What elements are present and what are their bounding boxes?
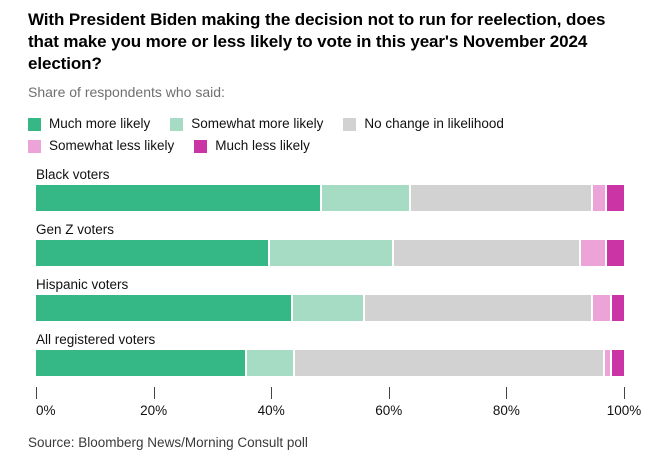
bar-segment-somewhat-less-likely (593, 185, 605, 211)
legend-swatch-much-more-likely (28, 117, 41, 131)
axis-tick-40: 40% (258, 387, 298, 420)
legend-swatch-somewhat-less-likely (28, 139, 41, 153)
legend-item-much-less-likely: Much less likely (194, 138, 310, 154)
legend-item-no-change-in-likelihood: No change in likelihood (343, 116, 504, 132)
stacked-bar-chart: Black voters Gen Z voters Hispanic voters A… (36, 167, 624, 376)
bar-segment-no-change-in-likelihood (295, 350, 603, 376)
source-note: Source: Bloomberg News/Morning Consult p… (28, 435, 308, 450)
bar-segment-much-less-likely (606, 185, 624, 211)
stacked-bar (36, 185, 624, 211)
legend-item-somewhat-less-likely: Somewhat less likely (28, 138, 174, 154)
chart-card: With President Biden making the decision… (28, 10, 641, 450)
legend: Much more likely Somewhat more likely No c… (28, 116, 603, 154)
bar-segment-somewhat-less-likely (604, 350, 611, 376)
chart-row-hispanic-voters: Hispanic voters (36, 277, 624, 321)
bar-segment-much-more-likely (36, 295, 292, 321)
axis-tick-60: 60% (375, 387, 416, 420)
tick-mark (506, 387, 508, 399)
row-label: Black voters (36, 167, 110, 182)
tick-mark (624, 387, 625, 399)
legend-swatch-much-less-likely (194, 139, 208, 153)
axis-tick-100: 100% (607, 387, 654, 420)
legend-label: No change in likelihood (364, 116, 504, 131)
tick-label: 0% (36, 403, 56, 418)
legend-label: Much more likely (49, 116, 151, 131)
tick-label: 60% (375, 403, 403, 418)
chart-title: With President Biden making the decision… (28, 10, 606, 73)
bar-segment-somewhat-more-likely (293, 295, 363, 321)
legend-label: Much less likely (215, 138, 310, 153)
bar-segment-much-less-likely (606, 240, 624, 266)
legend-label: Somewhat less likely (49, 138, 175, 153)
bar-segment-much-more-likely (36, 185, 321, 211)
axis-tick-0: 0% (36, 387, 56, 420)
bar-segment-somewhat-more-likely (270, 240, 392, 266)
legend-item-much-more-likely: Much more likely (28, 116, 150, 132)
legend-label: Somewhat more likely (191, 116, 324, 131)
bar-segment-no-change-in-likelihood (411, 185, 591, 211)
chart-row-gen-z-voters: Gen Z voters (36, 222, 624, 266)
tick-label: 80% (492, 403, 520, 418)
stacked-bar (36, 240, 624, 266)
tick-label: 40% (257, 403, 285, 418)
tick-label: 100% (606, 403, 642, 418)
tick-mark (271, 387, 273, 399)
bar-segment-somewhat-less-likely (593, 295, 611, 321)
chart-row-all-registered-voters: All registered voters (36, 332, 624, 376)
row-label: Gen Z voters (36, 222, 115, 237)
row-label: Hispanic voters (36, 277, 129, 292)
bar-segment-somewhat-less-likely (581, 240, 605, 266)
bar-segment-somewhat-more-likely (246, 350, 294, 376)
chart-row-black-voters: Black voters (36, 167, 624, 211)
tick-mark (36, 387, 37, 399)
legend-swatch-no-change-in-likelihood (343, 117, 357, 131)
x-axis: 0% 20% 40% 60% 80% 100% (36, 387, 641, 420)
bar-segment-no-change-in-likelihood (393, 240, 580, 266)
row-label: All registered voters (36, 332, 156, 347)
stacked-bar (36, 350, 624, 376)
tick-label: 20% (140, 403, 168, 418)
legend-item-somewhat-more-likely: Somewhat more likely (170, 116, 323, 132)
tick-mark (388, 387, 390, 399)
bar-segment-much-more-likely (36, 350, 245, 376)
axis-tick-80: 80% (493, 387, 533, 420)
tick-mark (153, 387, 155, 399)
bar-segment-much-less-likely (612, 295, 624, 321)
bar-segment-much-more-likely (36, 240, 268, 266)
bar-segment-somewhat-more-likely (322, 185, 410, 211)
legend-swatch-somewhat-more-likely (170, 117, 184, 131)
bar-segment-no-change-in-likelihood (364, 295, 591, 321)
chart-subtitle: Share of respondents who said: (28, 84, 225, 100)
axis-tick-20: 20% (140, 387, 181, 420)
stacked-bar (36, 295, 624, 321)
bar-segment-much-less-likely (612, 350, 624, 376)
